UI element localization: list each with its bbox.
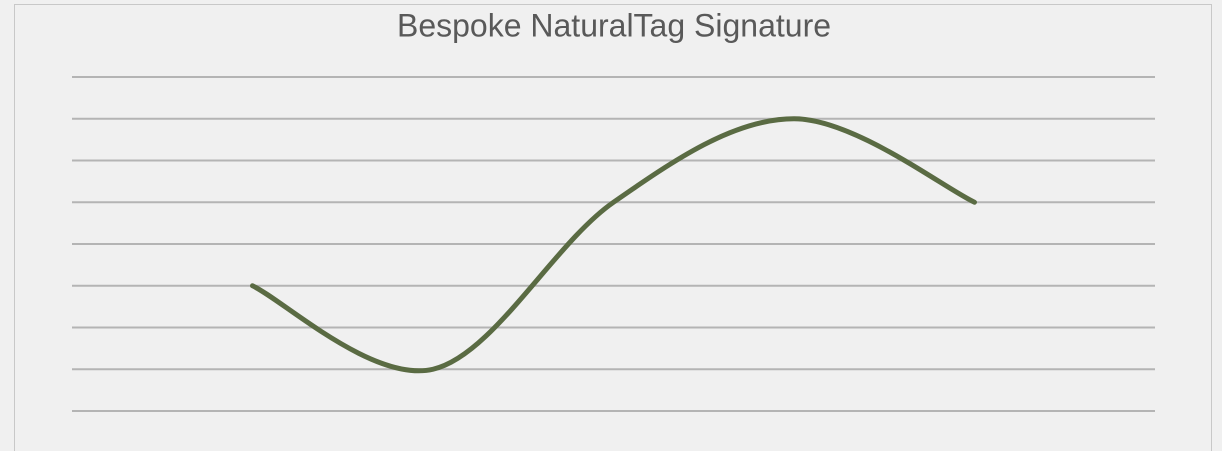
- chart-frame: [14, 4, 1212, 451]
- data-line: [250, 116, 977, 374]
- chart-title: Bespoke NaturalTag Signature: [397, 7, 831, 43]
